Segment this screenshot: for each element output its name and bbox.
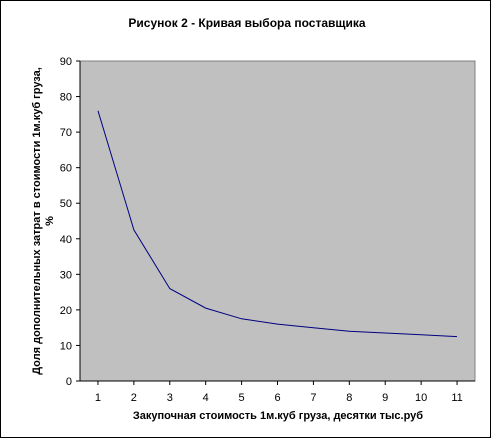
x-tick-label: 5 xyxy=(239,392,245,404)
y-axis-label-line2: % xyxy=(44,216,56,226)
x-tick-label: 7 xyxy=(310,392,316,404)
x-tick-label: 11 xyxy=(451,392,462,404)
x-tick-label: 4 xyxy=(203,392,209,404)
y-tick-label: 0 xyxy=(66,376,72,388)
y-tick-label: 50 xyxy=(60,198,72,210)
x-axis-label: Закупочная стоимость 1м.куб груза, десят… xyxy=(133,410,423,422)
y-tick-label: 80 xyxy=(60,92,72,104)
y-tick-label: 10 xyxy=(60,340,72,352)
x-tick-label: 1 xyxy=(95,392,101,404)
y-tick-label: 30 xyxy=(60,269,72,281)
x-tick-label: 9 xyxy=(382,392,388,404)
y-axis-label-line1: Доля дополнительных затрат в стоимости 1… xyxy=(31,67,43,375)
x-tick-label: 2 xyxy=(131,392,137,404)
x-tick-label: 8 xyxy=(346,392,352,404)
x-tick-label: 6 xyxy=(274,392,280,404)
y-tick-label: 20 xyxy=(60,305,72,317)
chart-title: Рисунок 2 - Кривая выбора поставщика xyxy=(128,16,365,30)
plot-area xyxy=(79,60,476,382)
x-axis: 1 2 3 4 5 6 7 8 9 10 11 xyxy=(95,381,463,404)
y-tick-label: 40 xyxy=(60,234,72,246)
x-tick-label: 3 xyxy=(167,392,173,404)
y-tick-label: 60 xyxy=(60,163,72,175)
y-tick-label: 70 xyxy=(60,127,72,139)
x-tick-label: 10 xyxy=(415,392,427,404)
y-axis: 0 10 20 30 40 50 60 70 80 90 xyxy=(60,56,80,388)
y-tick-label: 90 xyxy=(60,56,72,68)
y-axis-label: Доля дополнительных затрат в стоимости 1… xyxy=(31,67,56,375)
series-line xyxy=(97,110,458,338)
